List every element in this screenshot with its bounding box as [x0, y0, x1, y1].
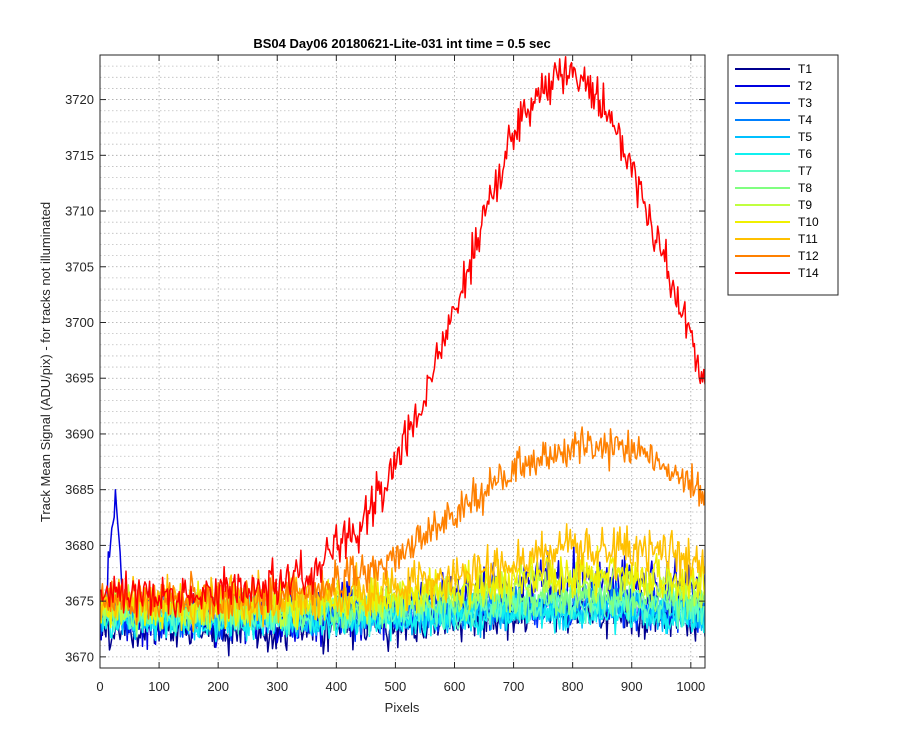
chart-title: BS04 Day06 20180621-Lite-031 int time = … [253, 36, 550, 51]
x-tick-label: 200 [207, 679, 229, 694]
x-tick-label: 700 [503, 679, 525, 694]
series-group [100, 56, 705, 657]
series-line-t14 [100, 56, 705, 618]
x-tick-label: 800 [562, 679, 584, 694]
y-tick-label: 3695 [65, 371, 94, 386]
legend-label-t7: T7 [798, 164, 812, 178]
x-tick-label: 100 [148, 679, 170, 694]
legend-label-t9: T9 [798, 198, 812, 212]
plot-frame [99, 54, 706, 669]
y-tick-label: 3680 [65, 538, 94, 553]
y-tick-label: 3675 [65, 594, 94, 609]
x-tick-label: 500 [385, 679, 407, 694]
legend-label-t1: T1 [798, 62, 812, 76]
legend-label-t5: T5 [798, 130, 812, 144]
y-axis-ticks: 3670 3675 3680 3685 3690 3695 3700 3705 3710 3715… [65, 92, 705, 664]
x-tick-label: 900 [621, 679, 643, 694]
y-tick-label: 3700 [65, 315, 94, 330]
x-axis-label: Pixels [385, 700, 420, 715]
legend-label-t10: T10 [798, 215, 819, 229]
y-tick-label: 3715 [65, 148, 94, 163]
x-tick-label: 1000 [676, 679, 705, 694]
y-axis-label: Track Mean Signal (ADU/pix) - for tracks… [38, 202, 53, 522]
x-tick-label: 300 [266, 679, 288, 694]
legend-label-t8: T8 [798, 181, 812, 195]
legend: T1 T2 T3 T4 T5 T6 T7 T8 T9 T10 T11 T12 T14 [727, 54, 839, 296]
y-tick-label: 3720 [65, 92, 94, 107]
x-axis-ticks: 0 100 200 300 400 500 600 700 800 900 1000 [96, 55, 705, 694]
legend-label-t4: T4 [798, 113, 812, 127]
legend-box [727, 54, 839, 296]
y-tick-label: 3670 [65, 649, 94, 664]
plot-area [100, 55, 705, 668]
legend-label-t6: T6 [798, 147, 812, 161]
y-tick-label: 3690 [65, 426, 94, 441]
series-line-t11 [100, 523, 705, 632]
y-tick-label: 3705 [65, 259, 94, 274]
legend-label-t2: T2 [798, 79, 812, 93]
legend-label-t3: T3 [798, 96, 812, 110]
legend-label-t11: T11 [798, 232, 818, 246]
x-tick-label: 400 [325, 679, 347, 694]
legend-label-t14: T14 [798, 266, 819, 280]
y-tick-label: 3710 [65, 204, 94, 219]
x-tick-label: 0 [96, 679, 103, 694]
x-tick-label: 600 [444, 679, 466, 694]
y-tick-label: 3685 [65, 482, 94, 497]
legend-label-t12: T12 [798, 249, 819, 263]
